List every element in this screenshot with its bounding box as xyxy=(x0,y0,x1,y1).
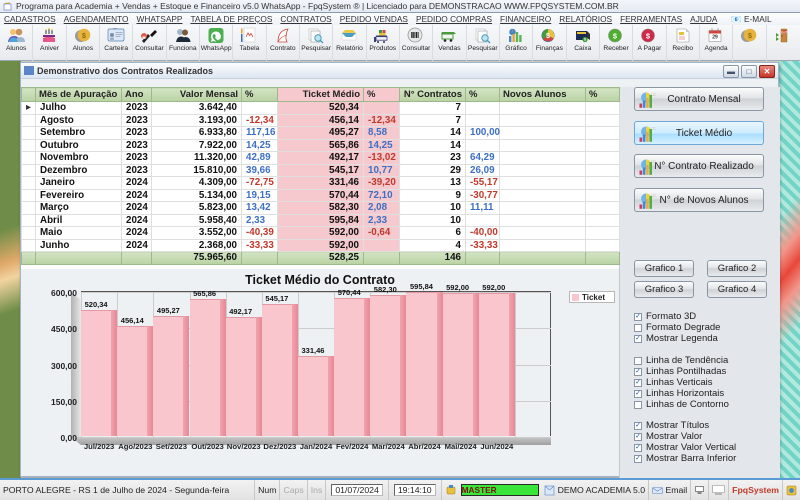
svg-text:$: $ xyxy=(546,33,550,40)
svg-text:$: $ xyxy=(584,38,586,42)
svg-text:29: 29 xyxy=(712,35,718,41)
svg-text:$: $ xyxy=(82,33,86,40)
svg-text:EXIT: EXIT xyxy=(782,30,788,34)
svg-text:$: $ xyxy=(748,33,752,40)
